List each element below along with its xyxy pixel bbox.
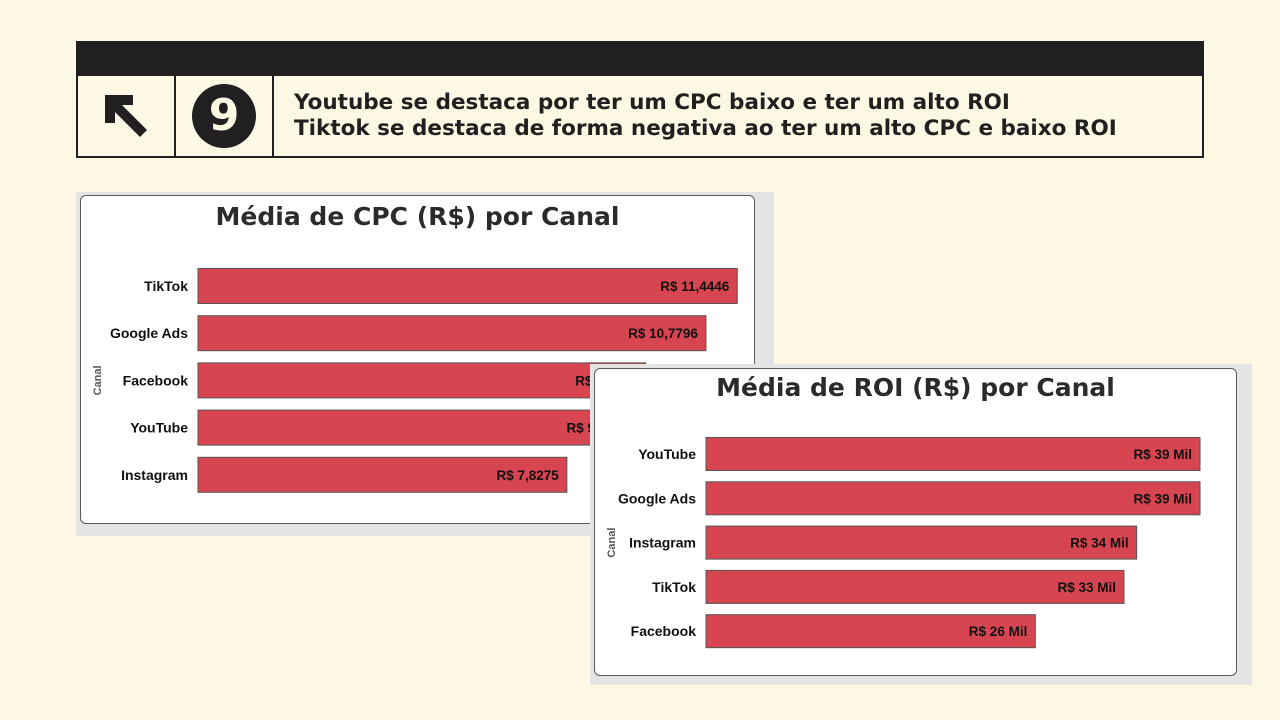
cpc-axis-label: Canal (92, 365, 104, 395)
cpc-data-label-1: R$ 10,7796 (628, 326, 698, 341)
cpc-category-label-2: Facebook (123, 372, 189, 388)
roi-data-label-0: R$ 39 Mil (1133, 447, 1192, 462)
roi-bar-3 (705, 569, 1125, 604)
header-line-1: Youtube se destaca por ter um CPC baixo … (294, 90, 1010, 115)
cpc-bar-3 (197, 409, 638, 446)
arrow-cell (78, 76, 176, 156)
cpc-category-label-3: YouTube (130, 420, 188, 436)
cpc-bar-4 (197, 456, 568, 493)
roi-data-label-2: R$ 34 Mil (1070, 536, 1129, 551)
cpc-bar-0 (197, 268, 738, 304)
header-row: 9 Youtube se destaca por ter um CPC baix… (76, 76, 1204, 158)
roi-bar-0 (705, 437, 1201, 471)
roi-bar-2 (705, 525, 1138, 560)
roi-category-label-4: Facebook (631, 623, 697, 639)
roi-category-label-3: TikTok (652, 579, 696, 595)
roi-category-label-0: YouTube (638, 446, 696, 462)
arrow-up-left-icon (105, 95, 147, 137)
cpc-category-label-1: Google Ads (110, 325, 188, 341)
header-bar (76, 41, 1204, 77)
cpc-chart-svg: TikTok R$ 11,4446 Google Ads R$ 10,7796 Face… (92, 268, 738, 493)
header-line-2: Tiktok se destaca de forma negativa ao t… (294, 116, 1117, 141)
cpc-data-label-0: R$ 11,4446 (660, 279, 730, 294)
roi-bar-1 (705, 481, 1201, 516)
roi-chart-title: Média de ROI (R$) por Canal (716, 373, 1115, 402)
roi-data-label-1: R$ 39 Mil (1133, 491, 1192, 506)
cpc-data-label-4: R$ 7,8275 (497, 468, 560, 483)
roi-bar-4 (705, 614, 1036, 649)
cpc-category-label-0: TikTok (144, 278, 188, 294)
cpc-chart-card: Média de CPC (R$) por Canal TikTok R$ 11,… (80, 195, 755, 524)
cpc-chart-title: Média de CPC (R$) por Canal (215, 202, 620, 231)
roi-data-label-3: R$ 33 Mil (1057, 580, 1116, 595)
roi-chart-card: Média de ROI (R$) por Canal YouTube R$ 39… (594, 368, 1237, 676)
cpc-category-label-4: Instagram (121, 467, 188, 483)
roi-chart-svg: YouTube R$ 39 Mil Google Ads R$ 39 Mil Insta… (606, 437, 1201, 649)
roi-category-label-1: Google Ads (618, 490, 696, 506)
step-number-cell: 9 (176, 76, 274, 156)
cpc-bar-2 (197, 362, 647, 399)
step-number: 9 (192, 84, 256, 148)
roi-category-label-2: Instagram (629, 535, 696, 551)
roi-axis-label: Canal (606, 528, 618, 558)
header-text: Youtube se destaca por ter um CPC baixo … (274, 76, 1202, 156)
cpc-bar-1 (197, 315, 707, 352)
roi-data-label-4: R$ 26 Mil (969, 624, 1028, 639)
